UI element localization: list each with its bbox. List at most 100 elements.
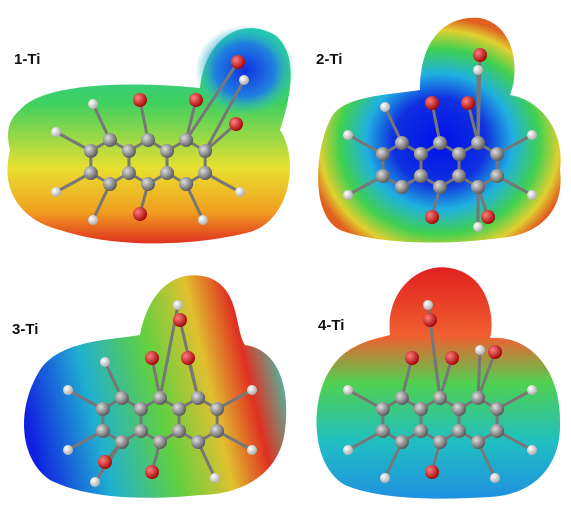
carbon-atom: [103, 133, 117, 147]
hydrogen-atom: [63, 385, 73, 395]
carbon-atom: [160, 144, 174, 158]
oxygen-atom: [133, 207, 147, 221]
carbon-atom: [115, 391, 129, 405]
oxygen-atom: [488, 345, 502, 359]
hydrogen-atom: [235, 187, 245, 197]
carbon-atom: [191, 435, 205, 449]
hydrogen-atom: [51, 187, 61, 197]
carbon-atom: [198, 144, 212, 158]
carbon-atom: [433, 180, 447, 194]
carbon-atom: [452, 147, 466, 161]
carbon-atom: [84, 144, 98, 158]
carbon-atom: [490, 402, 504, 416]
panel-2: [318, 18, 561, 243]
carbon-atom: [96, 402, 110, 416]
oxygen-atom: [473, 48, 487, 62]
carbon-atom: [153, 391, 167, 405]
carbon-atom: [471, 180, 485, 194]
carbon-atom: [452, 424, 466, 438]
carbon-atom: [191, 391, 205, 405]
carbon-atom: [103, 177, 117, 191]
carbon-atom: [433, 391, 447, 405]
oxygen-atom: [423, 313, 437, 327]
hydrogen-atom: [527, 130, 537, 140]
oxygen-atom: [189, 93, 203, 107]
carbon-atom: [134, 402, 148, 416]
carbon-atom: [471, 136, 485, 150]
carbon-atom: [395, 391, 409, 405]
panel-label: 1-Ti: [14, 51, 40, 68]
carbon-atom: [210, 402, 224, 416]
panel-label: 2-Ti: [316, 51, 342, 68]
hydrogen-atom: [173, 300, 183, 310]
hydrogen-atom: [473, 65, 483, 75]
carbon-atom: [210, 424, 224, 438]
oxygen-atom: [461, 96, 475, 110]
carbon-atom: [153, 435, 167, 449]
hydrogen-atom: [527, 190, 537, 200]
hydrogen-atom: [51, 127, 61, 137]
carbon-atom: [141, 177, 155, 191]
hydrogen-atom: [63, 445, 73, 455]
hydrogen-atom: [210, 473, 220, 483]
hydrogen-atom: [527, 445, 537, 455]
hydrogen-atom: [527, 385, 537, 395]
hydrogen-atom: [380, 102, 390, 112]
carbon-atom: [490, 424, 504, 438]
carbon-atom: [122, 144, 136, 158]
oxygen-atom: [133, 93, 147, 107]
panel-label: 3-Ti: [12, 321, 38, 338]
carbon-atom: [490, 169, 504, 183]
carbon-atom: [395, 136, 409, 150]
oxygen-atom: [231, 55, 245, 69]
carbon-atom: [414, 147, 428, 161]
carbon-atom: [433, 435, 447, 449]
carbon-atom: [122, 166, 136, 180]
carbon-atom: [452, 169, 466, 183]
carbon-atom: [179, 133, 193, 147]
hydrogen-atom: [423, 300, 433, 310]
panel-label: 4-Ti: [318, 317, 344, 334]
figure: 1-Ti 2-Ti 3-Ti 4-Ti: [0, 0, 571, 513]
hydrogen-atom: [343, 130, 353, 140]
carbon-atom: [376, 169, 390, 183]
carbon-atom: [395, 435, 409, 449]
bond: [478, 350, 480, 398]
surface: [318, 18, 561, 243]
oxygen-atom: [425, 210, 439, 224]
oxygen-atom: [98, 455, 112, 469]
carbon-atom: [172, 424, 186, 438]
oxygen-atom: [445, 351, 459, 365]
hydrogen-atom: [88, 99, 98, 109]
oxygen-atom: [405, 351, 419, 365]
hydrogen-atom: [247, 385, 257, 395]
oxygen-atom: [481, 210, 495, 224]
carbon-atom: [471, 391, 485, 405]
carbon-atom: [84, 166, 98, 180]
oxygen-atom: [173, 313, 187, 327]
carbon-atom: [376, 147, 390, 161]
carbon-atom: [134, 424, 148, 438]
oxygen-atom: [145, 351, 159, 365]
carbon-atom: [96, 424, 110, 438]
hydrogen-atom: [343, 190, 353, 200]
hydrogen-atom: [100, 357, 110, 367]
hydrogen-atom: [239, 75, 249, 85]
hydrogen-atom: [343, 385, 353, 395]
hydrogen-atom: [88, 215, 98, 225]
oxygen-atom: [181, 351, 195, 365]
carbon-atom: [414, 402, 428, 416]
hydrogen-atom: [490, 473, 500, 483]
carbon-atom: [115, 435, 129, 449]
carbon-atom: [141, 133, 155, 147]
carbon-atom: [198, 166, 212, 180]
carbon-atom: [433, 136, 447, 150]
carbon-atom: [179, 177, 193, 191]
hydrogen-atom: [473, 222, 483, 232]
hydrogen-atom: [247, 445, 257, 455]
carbon-atom: [452, 402, 466, 416]
oxygen-atom: [425, 96, 439, 110]
carbon-atom: [471, 435, 485, 449]
carbon-atom: [395, 180, 409, 194]
carbon-atom: [172, 402, 186, 416]
